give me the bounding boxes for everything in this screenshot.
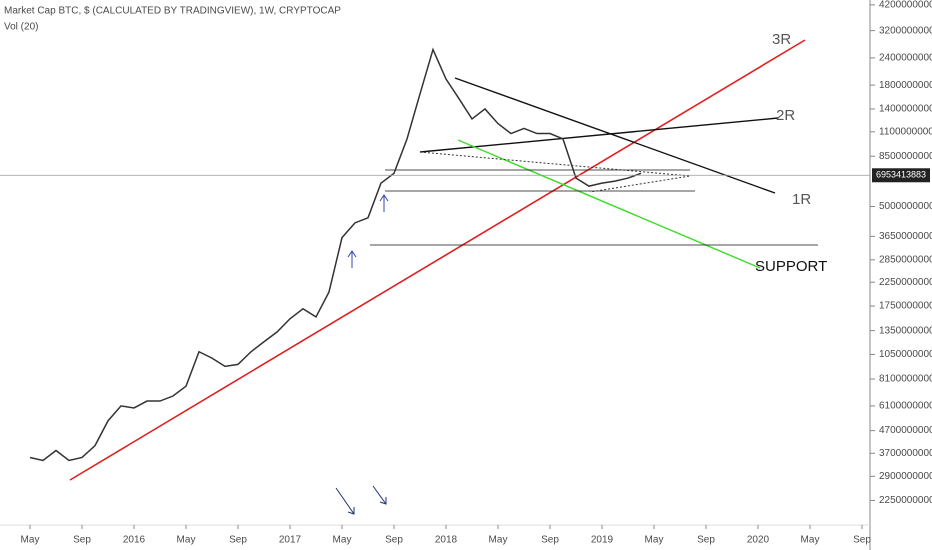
y-tick-label: 18000000000 bbox=[879, 80, 932, 91]
x-tick-label: Sep bbox=[385, 535, 403, 546]
y-tick-label: 5000000000 bbox=[879, 201, 932, 212]
y-tick-label: 1050000000 bbox=[879, 349, 932, 360]
y-tick-label: 11000000000 bbox=[879, 126, 932, 137]
x-tick-label: 2018 bbox=[435, 535, 458, 546]
x-tick-label: May bbox=[177, 535, 196, 546]
x-tick-label: May bbox=[21, 535, 40, 546]
support-line-green bbox=[457, 139, 761, 269]
arrows-down bbox=[335, 485, 387, 515]
annotation: 3R bbox=[772, 31, 791, 48]
y-tick-label: 3650000000 bbox=[879, 231, 932, 242]
y-tick-label: 32000000000 bbox=[879, 25, 932, 36]
y-tick-label: 2250000000 bbox=[879, 495, 932, 506]
y-tick-label: 2850000000 bbox=[879, 254, 932, 265]
x-tick-label: May bbox=[801, 535, 820, 546]
y-tick-label: 2250000000 bbox=[879, 277, 932, 288]
x-tick-label: May bbox=[333, 535, 352, 546]
x-tick-label: Sep bbox=[541, 535, 559, 546]
y-tick-label: 3700000000 bbox=[879, 448, 932, 459]
x-tick-label: Sep bbox=[853, 535, 871, 546]
annotation: SUPPORT bbox=[755, 258, 827, 275]
y-tick-label: 24000000000 bbox=[879, 53, 932, 64]
arrows-up bbox=[347, 194, 389, 268]
annotation: 1R bbox=[792, 191, 811, 208]
last-price-label: 6953413883 bbox=[876, 170, 926, 180]
chart-title: Market Cap BTC, $ (CALCULATED BY TRADING… bbox=[4, 6, 341, 17]
x-tick-label: May bbox=[645, 535, 664, 546]
price-line bbox=[29, 47, 642, 462]
trend-line-red bbox=[69, 39, 806, 481]
volume-label: Vol (20) bbox=[4, 22, 38, 33]
x-tick-label: 2019 bbox=[591, 535, 614, 546]
annotation: 2R bbox=[776, 107, 795, 124]
y-tick-label: 8100000000 bbox=[879, 374, 932, 385]
y-tick-label: 1750000000 bbox=[879, 301, 932, 312]
x-tick-label: 2017 bbox=[279, 535, 302, 546]
x-tick-label: Sep bbox=[697, 535, 715, 546]
x-tick-label: May bbox=[489, 535, 508, 546]
y-tick-label: 42000000000 bbox=[879, 0, 932, 10]
resistance-2r bbox=[419, 117, 779, 153]
x-tick-label: Sep bbox=[229, 535, 247, 546]
y-tick-label: 8500000000 bbox=[879, 151, 932, 162]
resistance-1r bbox=[454, 77, 776, 194]
y-tick-label: 1350000000 bbox=[879, 325, 932, 336]
triangle bbox=[419, 151, 691, 193]
x-tick-label: Sep bbox=[73, 535, 91, 546]
last-price-tag bbox=[872, 168, 930, 183]
y-tick-label: 6100000000 bbox=[879, 401, 932, 412]
y-tick-label: 4700000000 bbox=[879, 425, 932, 436]
x-tick-label: 2020 bbox=[747, 535, 770, 546]
x-tick-label: 2016 bbox=[123, 535, 146, 546]
y-tick-label: 2900000000 bbox=[879, 471, 932, 482]
y-tick-label: 14000000000 bbox=[879, 104, 932, 115]
